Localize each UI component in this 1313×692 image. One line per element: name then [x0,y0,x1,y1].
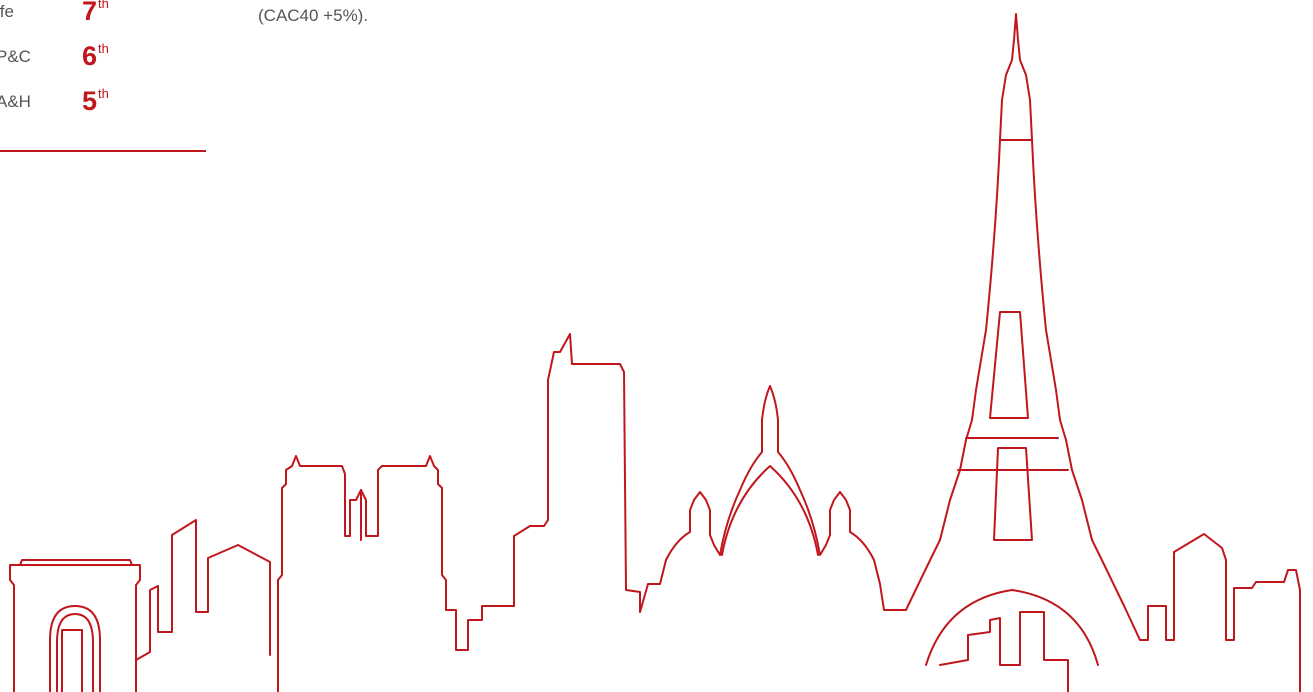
arc-opening-outline [49,605,101,692]
market-note: (CAC40 +5%). [258,6,369,25]
left-buildings-outline [135,519,271,661]
ranking-label: ife [0,2,14,21]
ranking-label: P&C [0,47,31,66]
ranking-value: 6th [82,41,109,71]
right-buildings-outline [1125,533,1301,692]
sacre-coeur-dome-detail [721,465,819,556]
notre-dame-outline [277,333,641,692]
eiffel-lower-arch-outline [925,589,1099,666]
ordinal-suffix: th [98,41,109,56]
ordinal-suffix: th [98,0,109,11]
eiffel-platform-outline [957,139,1069,471]
eiffel-tower-outline [905,13,1127,611]
lower-buildings-outline [939,611,1069,692]
section-divider [0,150,206,152]
ranking-value: 5th [82,86,109,116]
ranking-label: A&H [0,92,31,111]
eiffel-mid-frame-outline [989,311,1033,541]
ordinal-suffix: th [98,86,109,101]
sacre-coeur-outline [639,385,907,613]
arc-de-triomphe-outline [9,559,141,692]
ranking-value: 7th [82,0,109,27]
